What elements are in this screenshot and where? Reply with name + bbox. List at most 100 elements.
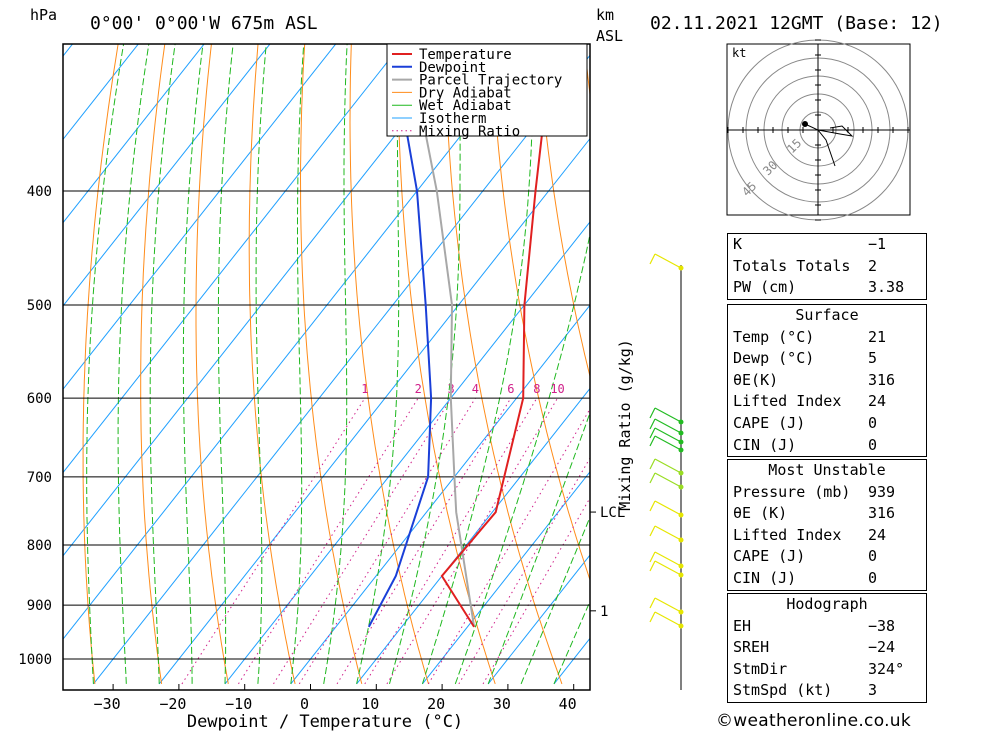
index-row: PW (cm) 3.38 <box>728 277 926 299</box>
mixing-ratio-label: 15 <box>589 382 603 396</box>
plot-frame <box>62 43 591 691</box>
wet-adiabat-line <box>290 44 305 684</box>
wet-adiabat-line <box>520 515 590 685</box>
legend-label: Isotherm <box>419 111 486 127</box>
dry-adiabat-line <box>490 44 590 582</box>
hodograph-stat-row: StmSpd (kt) 3 <box>728 680 926 702</box>
hodograph-stat-row: EH −38 <box>728 616 926 638</box>
wind-barb-flag <box>649 551 656 563</box>
surface-label: Temp (°C) <box>733 327 815 346</box>
most-unstable-row: Lifted Index 24 <box>728 525 926 547</box>
lcl-marker: LCL <box>600 505 625 521</box>
hodograph-stat-row: StmDir 324° <box>728 659 926 681</box>
pressure-tick-label: 400 <box>27 184 52 200</box>
hodograph-stat-label: StmSpd (kt) <box>733 681 833 700</box>
wind-barb-staff <box>654 427 682 443</box>
wet-adiabat-line <box>323 44 348 684</box>
surface-label: Lifted Index <box>733 392 842 411</box>
surface-label: CAPE (J) <box>733 413 806 432</box>
credit-link[interactable]: ©weatheronline.co.uk <box>716 711 912 731</box>
index-label: PW (cm) <box>733 278 797 297</box>
wet-adiabat-line <box>356 44 400 685</box>
mixing-ratio-label: 2 <box>415 382 422 396</box>
wind-barb-staff <box>654 551 682 567</box>
wind-barb-profile <box>649 253 684 690</box>
most-unstable-value: 24 <box>868 525 887 544</box>
dry-adiabat-line <box>248 44 296 685</box>
hodograph-stat-label: EH <box>733 616 752 635</box>
wind-barb-staff <box>654 560 682 576</box>
hodograph-stat-value: 3 <box>868 681 878 700</box>
isotherm-line <box>290 304 590 685</box>
mixing-ratio-label: 6 <box>507 382 514 396</box>
hodograph-stats-panel: Hodograph EH −38 SREH −24 StmDir 324° StmSpd (… <box>727 593 927 703</box>
wind-barb-staff <box>654 525 682 541</box>
hodograph-stat-value: −24 <box>868 638 896 657</box>
hodograph-trace <box>804 123 854 167</box>
isotherm-line <box>63 44 403 474</box>
surface-row: Lifted Index 24 <box>728 391 926 413</box>
index-value: −1 <box>868 235 887 253</box>
isotherm-line <box>158 137 590 685</box>
surface-label: Dewp (°C) <box>733 349 815 368</box>
surface-row: θE(K) 316 <box>728 370 926 392</box>
legend-label: Dewpoint <box>419 60 486 76</box>
wet-adiabat-line <box>217 44 234 684</box>
x-tick-label: −30 <box>94 695 121 713</box>
wind-barb-flag <box>649 427 656 439</box>
wind-barb-flag <box>649 525 656 537</box>
legend-label: Wet Adiabat <box>419 98 512 114</box>
index-row: K −1 <box>728 234 926 256</box>
mixing-ratio-line <box>336 397 512 685</box>
wind-barb-flag <box>649 418 656 430</box>
mixing-ratio-line <box>298 397 476 685</box>
most-unstable-label: Pressure (mb) <box>733 482 851 501</box>
x-tick-label: 0 <box>300 695 309 713</box>
index-row: Totals Totals 2 <box>728 256 926 278</box>
surface-value: 5 <box>868 349 878 368</box>
pressure-unit-label: hPa <box>30 6 57 24</box>
dewpoint-line <box>367 122 433 628</box>
isotherm-line <box>63 44 139 141</box>
dry-adiabat-line <box>140 44 166 684</box>
surface-label: θE(K) <box>733 370 779 389</box>
pressure-tick-label: 900 <box>27 598 52 614</box>
x-tick-label: 40 <box>559 695 577 713</box>
dry-adiabat-line <box>299 44 363 685</box>
dry-adiabat-line <box>397 44 496 685</box>
dry-adiabat-line <box>349 44 429 685</box>
isotherm-line <box>224 221 590 685</box>
mixing-ratio-label: 1 <box>361 382 368 396</box>
pressure-tick-label: 1000 <box>18 652 52 668</box>
height-unit-asl: ASL <box>596 27 623 45</box>
most-unstable-row: CAPE (J) 0 <box>728 546 926 568</box>
isotherm-line <box>422 470 590 685</box>
wind-barb-staff <box>654 418 682 434</box>
hodograph-unit-label: kt <box>732 46 746 60</box>
wet-adiabat-line <box>487 411 590 685</box>
wet-adiabat-line <box>255 44 267 684</box>
mixing-ratio-line <box>458 457 590 685</box>
most-unstable-label: CIN (J) <box>733 568 797 587</box>
parcel-trajectory-line <box>407 44 476 628</box>
surface-row: CAPE (J) 0 <box>728 413 926 435</box>
height-unit-km: km <box>596 6 614 24</box>
wind-barb-staff <box>654 597 682 613</box>
mixing-ratio-line <box>273 397 452 685</box>
wind-barb-flag <box>649 472 656 484</box>
pressure-tick-label: 700 <box>27 470 52 486</box>
mixing-ratio-label: 10 <box>550 382 564 396</box>
pressure-tick-label: 500 <box>27 298 52 314</box>
wind-barb-staff <box>654 435 682 451</box>
most-unstable-value: 0 <box>868 547 878 566</box>
mixing-ratio-label: 25 <box>640 382 654 396</box>
surface-value: 24 <box>868 392 887 411</box>
dry-adiabat-line <box>947 9 1000 684</box>
wet-adiabat-line <box>149 44 176 684</box>
wet-adiabat-line <box>86 44 125 684</box>
wind-barb-flag <box>649 253 656 265</box>
most-unstable-value: 939 <box>868 482 896 501</box>
wet-adiabat-line <box>421 44 535 685</box>
